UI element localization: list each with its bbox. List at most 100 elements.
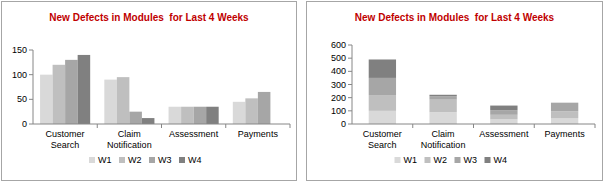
y-tick-label: 200 xyxy=(331,93,346,103)
category-label-line: Payments xyxy=(238,129,279,139)
bar xyxy=(233,102,246,124)
bar-segment xyxy=(551,102,578,103)
category-label-line: Customer xyxy=(363,129,402,139)
y-tick xyxy=(348,124,352,125)
bar-segment xyxy=(369,59,396,77)
y-tick xyxy=(348,71,352,72)
y-tick-label: 500 xyxy=(331,53,346,63)
y-tick-label: 300 xyxy=(331,80,346,90)
category-label: CustomerSearch xyxy=(46,129,85,150)
y-tick-label: 0 xyxy=(22,119,27,129)
legend-swatch xyxy=(89,157,95,163)
y-tick-label: 150 xyxy=(12,45,27,55)
legend-label: W3 xyxy=(158,155,172,165)
legend-label: W3 xyxy=(464,155,478,165)
bar xyxy=(129,112,142,124)
bar-segment xyxy=(369,78,396,95)
chart-root: New Defects in Modules for Last 4 Weeks 0… xyxy=(0,0,604,183)
category-label: Assessment xyxy=(479,129,529,139)
category-label: ClaimNotification xyxy=(107,129,152,150)
legend-label: W4 xyxy=(494,155,508,165)
bar xyxy=(181,107,194,124)
category-label-line: Assessment xyxy=(169,129,219,139)
y-tick xyxy=(348,84,352,85)
x-tick xyxy=(473,124,474,128)
bar-segment xyxy=(369,95,396,111)
category-label-line: Search xyxy=(51,140,80,150)
y-axis xyxy=(352,45,353,124)
bar xyxy=(40,75,53,124)
x-tick xyxy=(534,124,535,128)
legend-label: W4 xyxy=(188,155,202,165)
y-tick xyxy=(29,124,33,125)
bar xyxy=(65,60,78,124)
legend-swatch xyxy=(455,157,461,163)
bar xyxy=(78,55,91,124)
bar-segment xyxy=(551,103,578,112)
y-tick xyxy=(348,58,352,59)
category-label: Payments xyxy=(545,129,586,139)
y-tick-label: 100 xyxy=(331,106,346,116)
legend-swatch xyxy=(425,157,431,163)
y-tick xyxy=(29,50,33,51)
x-tick xyxy=(412,124,413,128)
category-label: CustomerSearch xyxy=(363,129,402,150)
bars xyxy=(369,59,579,124)
bar-segment xyxy=(490,115,517,120)
x-axis xyxy=(33,124,290,125)
x-tick xyxy=(290,124,291,128)
legend-swatch xyxy=(149,157,155,163)
y-tick xyxy=(348,45,352,46)
chart-title: New Defects in Modules for Last 4 Weeks xyxy=(49,12,249,23)
chart-panel: New Defects in Modules for Last 4 Weeks 0… xyxy=(2,2,297,181)
x-tick xyxy=(161,124,162,128)
legend-swatch xyxy=(119,157,125,163)
bar xyxy=(169,107,182,124)
x-axis xyxy=(352,124,595,125)
legend-label: W1 xyxy=(98,155,112,165)
category-label-line: Search xyxy=(368,140,397,150)
bar-segment xyxy=(429,112,456,124)
bar xyxy=(104,80,117,124)
bar-segment xyxy=(429,100,456,113)
bar xyxy=(117,77,130,124)
category-label-line: Customer xyxy=(46,129,85,139)
y-tick-label: 400 xyxy=(331,66,346,76)
bar-segment xyxy=(429,96,456,99)
y-tick xyxy=(348,110,352,111)
legend-swatch xyxy=(179,157,185,163)
y-tick-label: 0 xyxy=(341,119,346,129)
bar-segment xyxy=(551,118,578,124)
y-axis xyxy=(33,50,34,124)
chart-title: New Defects in Modules for Last 4 Weeks xyxy=(355,12,555,23)
bar-segment xyxy=(551,111,578,118)
bar-segment xyxy=(490,106,517,111)
category-label: Payments xyxy=(238,129,279,139)
y-tick xyxy=(29,99,33,100)
category-label-line: Payments xyxy=(545,129,586,139)
category-label-line: Assessment xyxy=(479,129,529,139)
legend-swatch xyxy=(485,157,491,163)
bar xyxy=(53,65,66,124)
y-tick-label: 50 xyxy=(17,94,27,104)
bar xyxy=(194,107,207,124)
y-tick-label: 100 xyxy=(12,70,27,80)
bar xyxy=(258,92,271,124)
y-tick xyxy=(348,97,352,98)
category-label: ClaimNotification xyxy=(421,129,466,150)
legend-swatch xyxy=(395,157,401,163)
bar-segment xyxy=(369,111,396,124)
x-tick xyxy=(595,124,596,128)
panel-frame xyxy=(2,2,297,181)
bars xyxy=(40,55,270,124)
legend-label: W1 xyxy=(404,155,418,165)
bar xyxy=(245,98,258,124)
bar-segment xyxy=(429,95,456,97)
category-label-line: Notification xyxy=(421,140,466,150)
bar-segment xyxy=(490,119,517,124)
bar xyxy=(142,118,155,124)
x-tick xyxy=(97,124,98,128)
category-label-line: Notification xyxy=(107,140,152,150)
category-label: Assessment xyxy=(169,129,219,139)
bar-segment xyxy=(490,110,517,115)
